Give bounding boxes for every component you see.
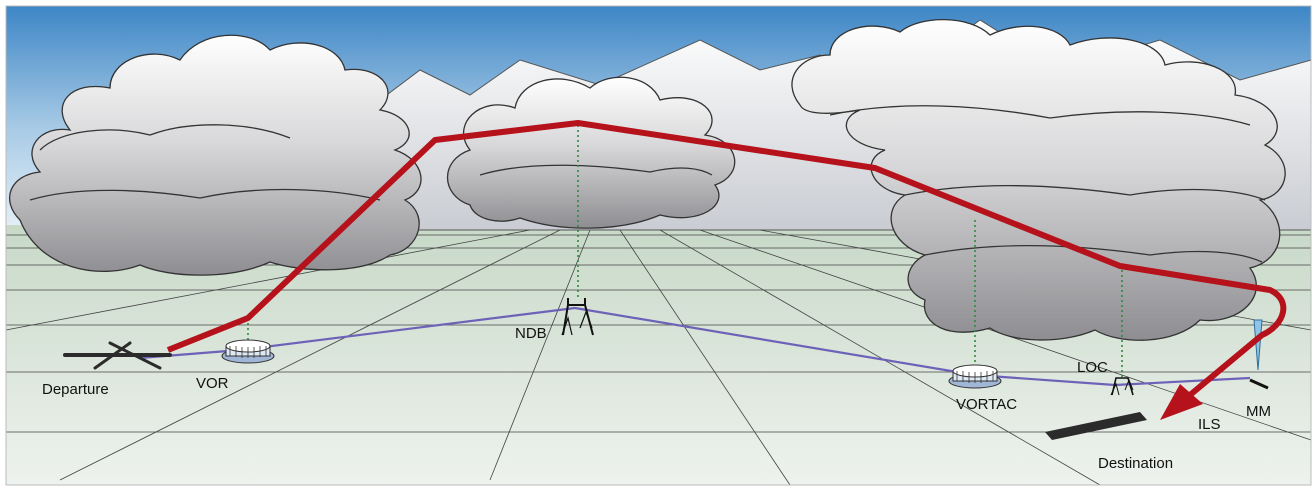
departure-runway xyxy=(63,341,172,370)
label-vortac: VORTAC xyxy=(956,396,1017,413)
label-destination: Destination xyxy=(1098,455,1173,472)
label-vor: VOR xyxy=(196,375,229,392)
vortac-station-icon xyxy=(948,364,1002,389)
label-departure: Departure xyxy=(42,381,109,398)
label-ndb: NDB xyxy=(515,325,547,342)
ndb-tower-icon xyxy=(561,298,594,336)
label-loc: LOC xyxy=(1077,359,1108,376)
label-mm: MM xyxy=(1246,403,1271,420)
cloud-bank-left xyxy=(9,34,422,276)
frame xyxy=(5,5,1312,486)
cloud-bank-center xyxy=(446,76,736,229)
radio-navigation-link xyxy=(139,306,1251,387)
vor-station-icon xyxy=(221,339,275,364)
flight-path xyxy=(166,120,1287,398)
cloud-bank-right xyxy=(791,18,1286,341)
middle-marker-icon xyxy=(1249,319,1269,390)
label-ils: ILS xyxy=(1198,416,1221,433)
loc-antenna-icon xyxy=(1110,377,1134,396)
destination-runway xyxy=(1045,412,1147,440)
flight-path-arrow xyxy=(1160,384,1203,420)
